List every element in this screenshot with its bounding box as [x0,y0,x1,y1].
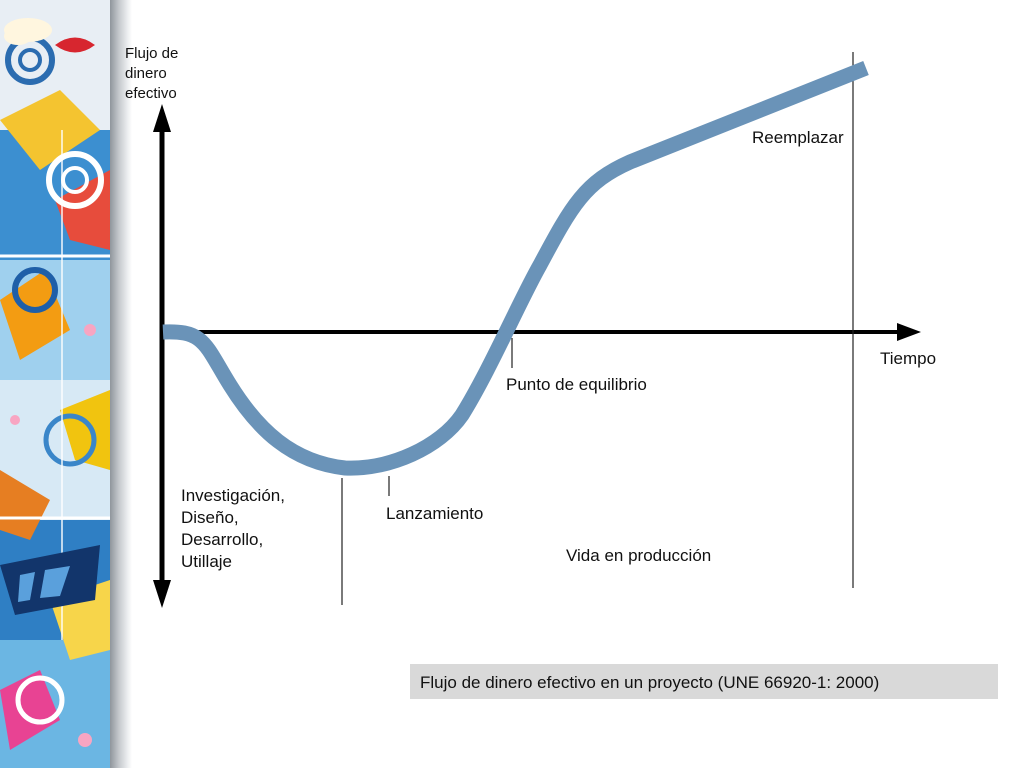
cash-flow-curve [162,61,869,476]
y-axis-down-arrow-icon [153,580,171,608]
x-axis [162,323,921,341]
investigation-label-line-1: Investigación, [181,486,285,505]
y-axis-label: Flujo de dinero efectivo [125,44,178,104]
y-axis [153,104,171,608]
launch-label: Lanzamiento [386,504,484,523]
decorative-art-image [0,0,110,768]
investigation-label-line-3: Desarrollo, [181,530,264,549]
investigation-label-line-4: Utillaje [181,552,233,571]
caption-box: Flujo de dinero efectivo en un proyecto … [410,664,998,699]
x-axis-label: Tiempo [880,349,937,368]
replace-label: Reemplazar [752,128,844,147]
investigation-label-line-2: Diseño, [181,508,239,527]
y-axis-up-arrow-icon [153,104,171,132]
caption-text: Flujo de dinero efectivo en un proyecto … [420,673,880,692]
decorative-logo-shape [0,545,100,615]
x-axis-arrow-icon [897,323,921,341]
investigation-label: Investigación, Diseño, Desarrollo, Utill… [181,485,285,573]
y-axis-label-line-1: Flujo de [125,45,179,62]
y-axis-label-line-2: dinero [125,65,167,82]
y-axis-label-line-3: efectivo [125,85,177,102]
production-life-label: Vida en producción [566,546,712,565]
decorative-art-strip [0,0,110,768]
break-even-label: Punto de equilibrio [506,375,647,394]
art-strip-shadow [110,0,132,768]
